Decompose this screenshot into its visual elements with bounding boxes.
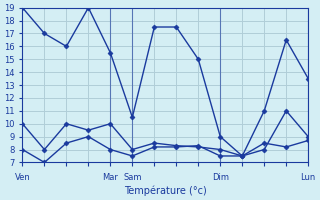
Text: Mar: Mar — [102, 173, 118, 182]
Text: Lun: Lun — [300, 173, 316, 182]
Text: Sam: Sam — [123, 173, 141, 182]
Text: Ven: Ven — [14, 173, 30, 182]
Text: Dim: Dim — [212, 173, 229, 182]
X-axis label: Température (°c): Température (°c) — [124, 185, 207, 196]
